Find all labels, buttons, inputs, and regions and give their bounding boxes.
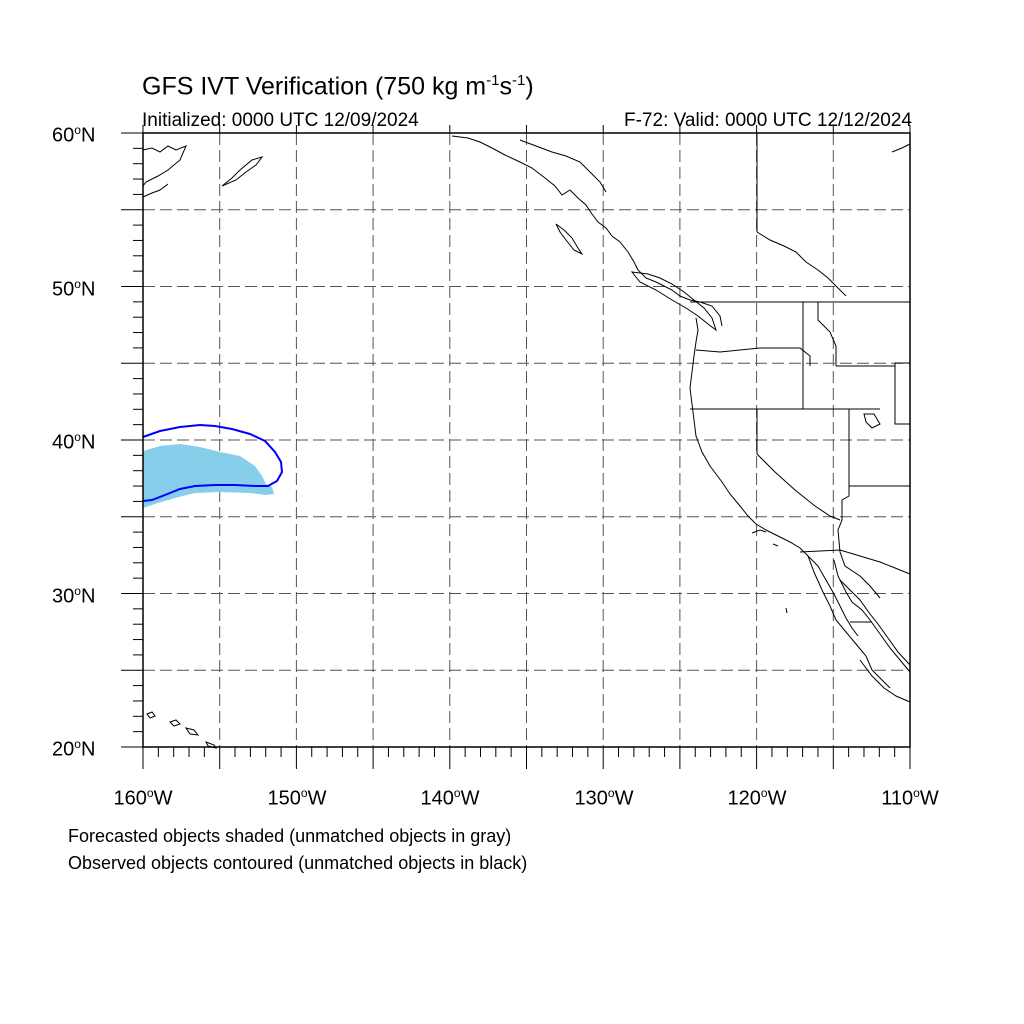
graticule [143, 133, 910, 747]
lat-label-50: 50oN [52, 277, 96, 301]
lat-label-20: 20oN [52, 737, 96, 761]
lon-label-150: 150oW [267, 786, 327, 810]
lon-label-140: 140oW [420, 786, 480, 810]
coastlines [142, 135, 911, 749]
figure-title: GFS IVT Verification (750 kg m-1s-1) [142, 72, 534, 101]
map-frame [142, 132, 911, 748]
political-boundaries [690, 133, 911, 623]
forecast-ivt-object [143, 444, 274, 508]
lon-label-110: 110oW [881, 786, 939, 810]
observed-ivt-contour [142, 423, 284, 502]
valid-time-label: F-72: Valid: 0000 UTC 12/12/2024 [624, 110, 912, 131]
lat-label-40: 40oN [52, 430, 96, 454]
lat-label-60: 60oN [52, 123, 96, 147]
lat-label-30: 30oN [52, 584, 96, 608]
initialized-time-label: Initialized: 0000 UTC 12/09/2024 [142, 110, 419, 131]
lon-label-160: 160oW [113, 786, 173, 810]
legend-forecast-note: Forecasted objects shaded (unmatched obj… [68, 826, 512, 846]
axis-ticks [121, 125, 911, 769]
lon-label-130: 130oW [574, 786, 634, 810]
lon-label-120: 120oW [727, 786, 787, 810]
legend-observed-note: Observed objects contoured (unmatched ob… [68, 853, 528, 873]
